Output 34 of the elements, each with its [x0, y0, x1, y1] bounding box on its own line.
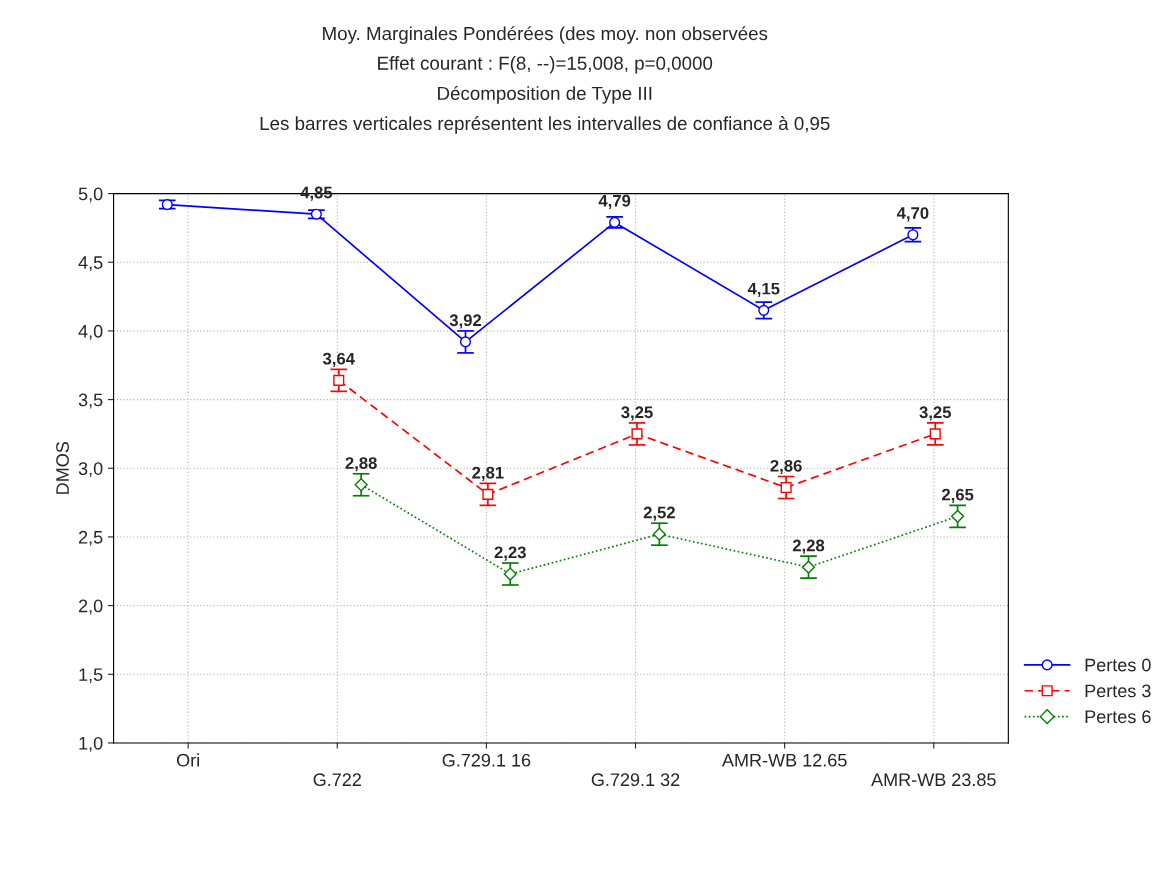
y-tick-label: 4,5: [78, 256, 103, 272]
legend-label: Pertes 0: [1085, 658, 1151, 672]
legend-label: Pertes 3: [1085, 684, 1151, 698]
x-tick-label: G.722: [313, 773, 361, 787]
data-label: 3,25: [621, 406, 653, 421]
x-tick-label: AMR-WB 12.65: [721, 753, 847, 767]
legend-label: Pertes 6: [1085, 710, 1151, 724]
data-label: 2,65: [941, 488, 974, 503]
data-label: 3,92: [449, 314, 482, 329]
data-label: 2,88: [345, 457, 377, 472]
y-tick-label: 3,0: [78, 462, 103, 478]
y-tick-label: 5,0: [78, 187, 103, 203]
data-label: 2,81: [472, 466, 504, 481]
y-tick-label: 1,5: [79, 668, 103, 684]
y-tick-label: 2,5: [78, 530, 103, 546]
x-tick-label: G.729.1 16: [442, 753, 531, 767]
y-tick-label: 2,0: [78, 599, 103, 615]
x-tick-label: G.729.1 32: [591, 773, 680, 787]
y-tick-label: 3,5: [78, 393, 103, 409]
data-label: 2,86: [770, 459, 802, 475]
x-tick-label: Ori: [176, 753, 199, 767]
x-tick-label: AMR-WB 23.85: [871, 773, 996, 787]
data-label: 4,79: [598, 194, 631, 210]
chart-title: Moy. Marginales Pondérées (des moy. non observées Effet courant : F(8, --)=15,008, p=0,0000 Décomposition de Type III Les barres verticales représentent les intervalles de confiance à 0,95: [260, 26, 830, 134]
data-label: 4,15: [747, 282, 780, 297]
y-tick-label: 1,0: [79, 736, 103, 752]
y-tick-label: 4,0: [78, 324, 103, 340]
data-label: 3,25: [919, 406, 952, 421]
data-label: 2,28: [792, 539, 825, 554]
data-label: 2,23: [494, 546, 526, 561]
data-label: 3,64: [322, 352, 355, 367]
y-axis-title: DMOS: [56, 442, 69, 494]
data-label: 4,70: [896, 207, 929, 222]
data-label: 2,52: [643, 506, 675, 521]
